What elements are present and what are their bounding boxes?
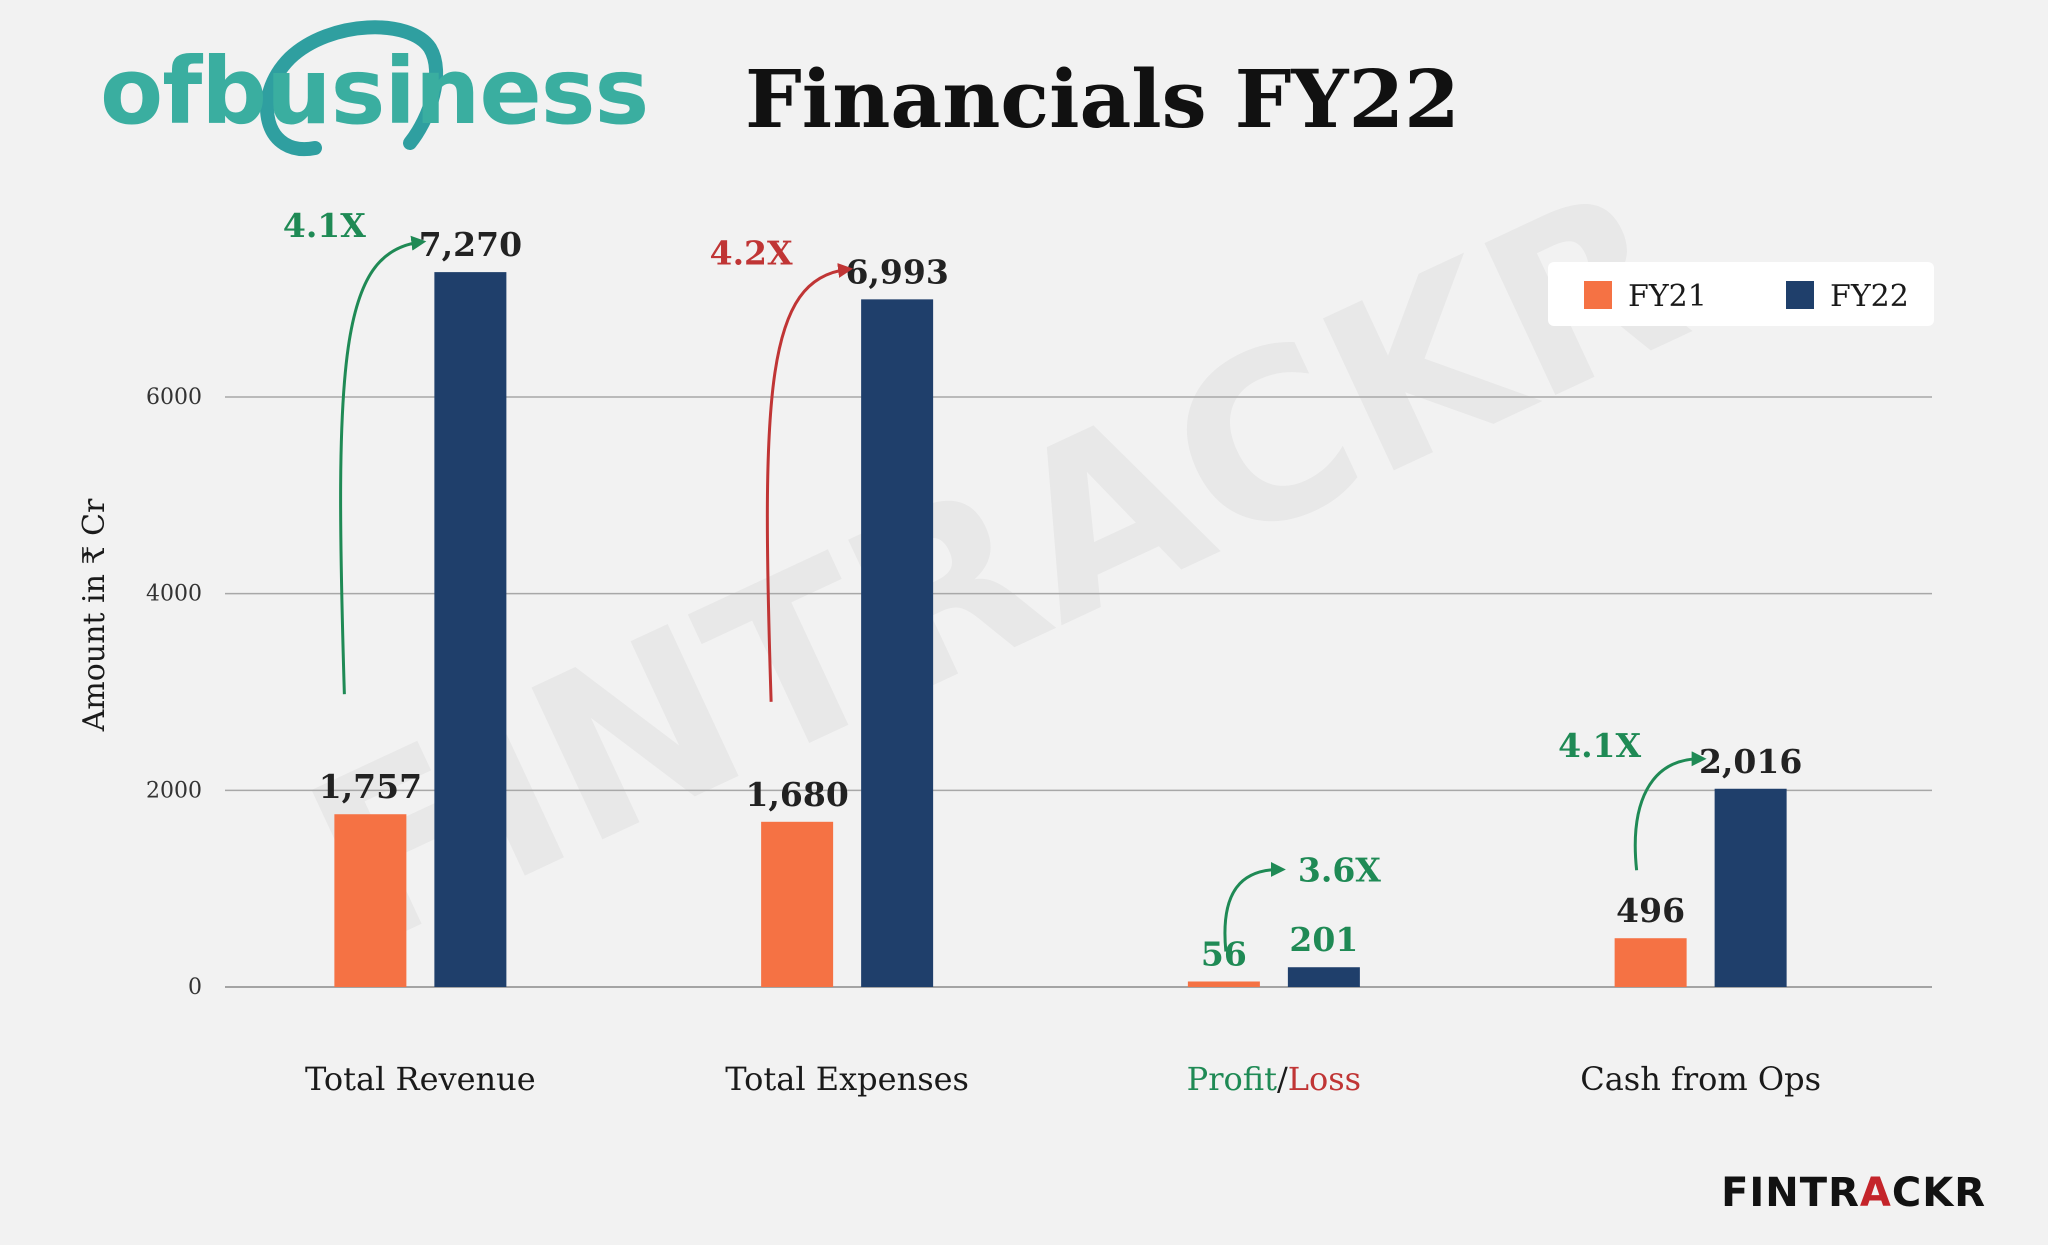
legend-swatch-fy22 (1786, 281, 1814, 309)
bar-fy21-2 (1187, 981, 1260, 987)
category-label-3: Cash from Ops (1580, 1060, 1821, 1098)
fintrackr-brand: FINTRACKR (1721, 1170, 1986, 1216)
growth-arrow-3 (1633, 751, 1707, 871)
legend-swatch-fy21 (1584, 281, 1612, 309)
logo-swoosh-icon (260, 20, 444, 157)
legend-box (1548, 262, 1934, 326)
bar-fy22-3 (1714, 788, 1787, 987)
growth-label-2: 3.6X (1298, 850, 1381, 889)
growth-label-3: 4.1X (1558, 726, 1641, 765)
growth-label-1: 4.2X (710, 233, 793, 272)
ofbusiness-logo: ofbusiness (100, 8, 720, 168)
brand-prefix: FINTR (1721, 1170, 1860, 1216)
category-label-part-2: Loss (1288, 1060, 1361, 1098)
page-title: Financials FY22 (745, 52, 1460, 146)
growth-label-0: 4.1X (283, 206, 366, 245)
bar-fy21-3 (1614, 938, 1687, 987)
growth-arrow-2 (1223, 861, 1286, 952)
category-label-1: Total Expenses (725, 1060, 969, 1098)
bar-fy22-1 (861, 299, 934, 988)
data-label-fy22-1: 6,993 (845, 252, 948, 291)
y-tick-label-0: 0 (188, 975, 202, 1000)
data-label-fy21-3: 496 (1616, 891, 1685, 930)
data-label-fy21-1: 1,680 (745, 775, 848, 814)
brand-accent-letter: A (1859, 1170, 1892, 1216)
y-tick-label-2000: 2000 (146, 778, 202, 803)
bar-fy21-1 (761, 821, 834, 987)
category-label-part-1: / (1277, 1060, 1288, 1098)
logo-wordmark: ofbusiness (100, 38, 649, 145)
y-tick-label-4000: 4000 (146, 582, 202, 607)
category-label-part-0: Profit (1187, 1060, 1277, 1098)
brand-suffix: CKR (1891, 1170, 1986, 1216)
growth-arrow-0 (339, 235, 427, 695)
data-label-fy22-2: 201 (1289, 920, 1358, 959)
growth-arrow-1 (765, 263, 854, 702)
data-label-fy22-3: 2,016 (1699, 742, 1802, 781)
bar-fy22-0 (434, 272, 507, 987)
legend-label-fy22: FY22 (1830, 279, 1909, 314)
data-label-fy21-0: 1,757 (319, 767, 422, 806)
bar-fy21-0 (334, 814, 407, 987)
y-axis-label: Amount in ₹ Cr (77, 498, 112, 732)
bar-fy22-2 (1287, 967, 1360, 987)
legend-label-fy21: FY21 (1628, 279, 1707, 314)
category-label-2: Profit/Loss (1187, 1060, 1361, 1098)
data-label-fy22-0: 7,270 (419, 225, 522, 264)
y-tick-label-6000: 6000 (146, 385, 202, 410)
category-label-0: Total Revenue (305, 1060, 536, 1098)
